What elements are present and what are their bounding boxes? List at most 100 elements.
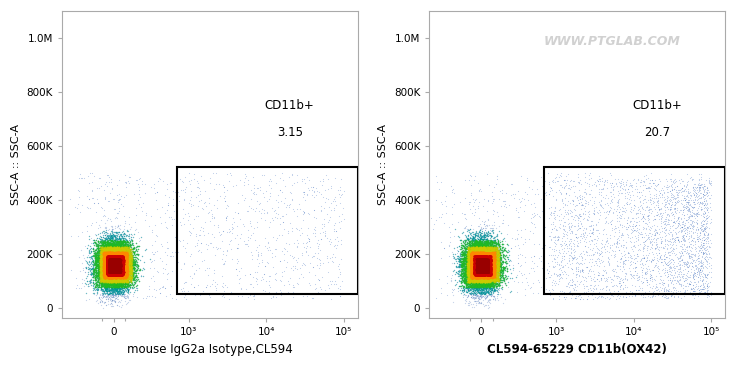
Point xyxy=(117,254,129,260)
Point xyxy=(484,255,496,261)
Point xyxy=(98,258,110,264)
Point xyxy=(114,254,126,260)
Point xyxy=(107,257,118,263)
Point xyxy=(113,277,125,283)
Point xyxy=(481,270,492,276)
Point xyxy=(109,290,121,296)
Point xyxy=(99,246,110,251)
Point xyxy=(471,253,483,259)
Point xyxy=(473,247,485,252)
Point xyxy=(492,248,504,254)
Point xyxy=(104,259,116,265)
Point xyxy=(473,279,485,285)
Point xyxy=(478,254,490,260)
Point xyxy=(470,272,481,277)
Point xyxy=(100,265,112,271)
Point xyxy=(102,259,114,265)
Point xyxy=(684,285,696,291)
Point xyxy=(474,267,486,273)
Point xyxy=(491,271,503,277)
Point xyxy=(108,258,120,264)
Point xyxy=(113,265,125,271)
Point xyxy=(484,253,496,259)
Point xyxy=(111,254,123,259)
Point xyxy=(479,249,491,255)
Point xyxy=(486,255,498,261)
Point xyxy=(475,264,486,270)
Point xyxy=(467,242,479,248)
Point xyxy=(105,259,117,265)
Point xyxy=(470,250,481,256)
Point xyxy=(481,269,492,275)
Point xyxy=(107,260,118,266)
Point xyxy=(127,264,138,270)
Point xyxy=(110,241,122,247)
Point xyxy=(464,252,475,258)
Point xyxy=(272,211,284,217)
Point xyxy=(668,259,680,265)
Point xyxy=(98,264,110,270)
Point xyxy=(96,266,108,272)
Point xyxy=(468,280,480,286)
Point xyxy=(476,260,488,266)
Point xyxy=(96,247,108,252)
Point xyxy=(469,254,481,260)
Point xyxy=(640,172,651,178)
Point xyxy=(470,280,482,286)
Point xyxy=(482,262,494,268)
Point xyxy=(473,257,484,263)
Point xyxy=(109,266,121,272)
Point xyxy=(471,257,483,263)
Point xyxy=(473,240,484,246)
Point xyxy=(453,261,465,267)
Point xyxy=(110,256,122,262)
Point xyxy=(90,280,102,286)
Point xyxy=(470,255,482,261)
Point xyxy=(192,237,204,243)
Point xyxy=(109,272,121,278)
Point xyxy=(486,275,498,280)
Point xyxy=(104,267,116,273)
Point xyxy=(470,260,481,266)
Point xyxy=(486,249,498,255)
Point xyxy=(470,252,482,258)
Point xyxy=(111,256,123,262)
Point xyxy=(114,261,126,267)
Point xyxy=(99,254,111,260)
Point xyxy=(118,239,130,245)
Point xyxy=(118,250,130,256)
Point xyxy=(479,261,491,267)
Point xyxy=(485,271,497,277)
Point xyxy=(461,272,473,278)
Point xyxy=(113,273,125,279)
Point xyxy=(103,254,115,260)
Point xyxy=(472,254,484,260)
Point xyxy=(121,272,132,278)
Point xyxy=(95,244,107,250)
Point xyxy=(113,274,125,280)
Point xyxy=(110,248,122,254)
Point xyxy=(481,238,492,244)
Point xyxy=(471,279,483,284)
Point xyxy=(479,251,491,257)
Point xyxy=(104,272,116,278)
Point xyxy=(478,269,490,275)
Point xyxy=(110,260,122,266)
Point xyxy=(88,173,100,179)
Point xyxy=(100,271,112,277)
Point xyxy=(105,262,116,268)
Point xyxy=(90,280,102,286)
Point xyxy=(114,299,126,305)
Point xyxy=(471,266,483,272)
Point xyxy=(111,257,123,262)
Point xyxy=(637,204,648,210)
Point xyxy=(480,251,492,257)
Point xyxy=(477,258,489,264)
Point xyxy=(478,260,489,266)
Point xyxy=(98,269,110,275)
Point xyxy=(102,268,113,274)
Point xyxy=(103,257,115,262)
Point xyxy=(480,250,492,256)
Point xyxy=(502,256,514,262)
Point xyxy=(102,259,114,265)
